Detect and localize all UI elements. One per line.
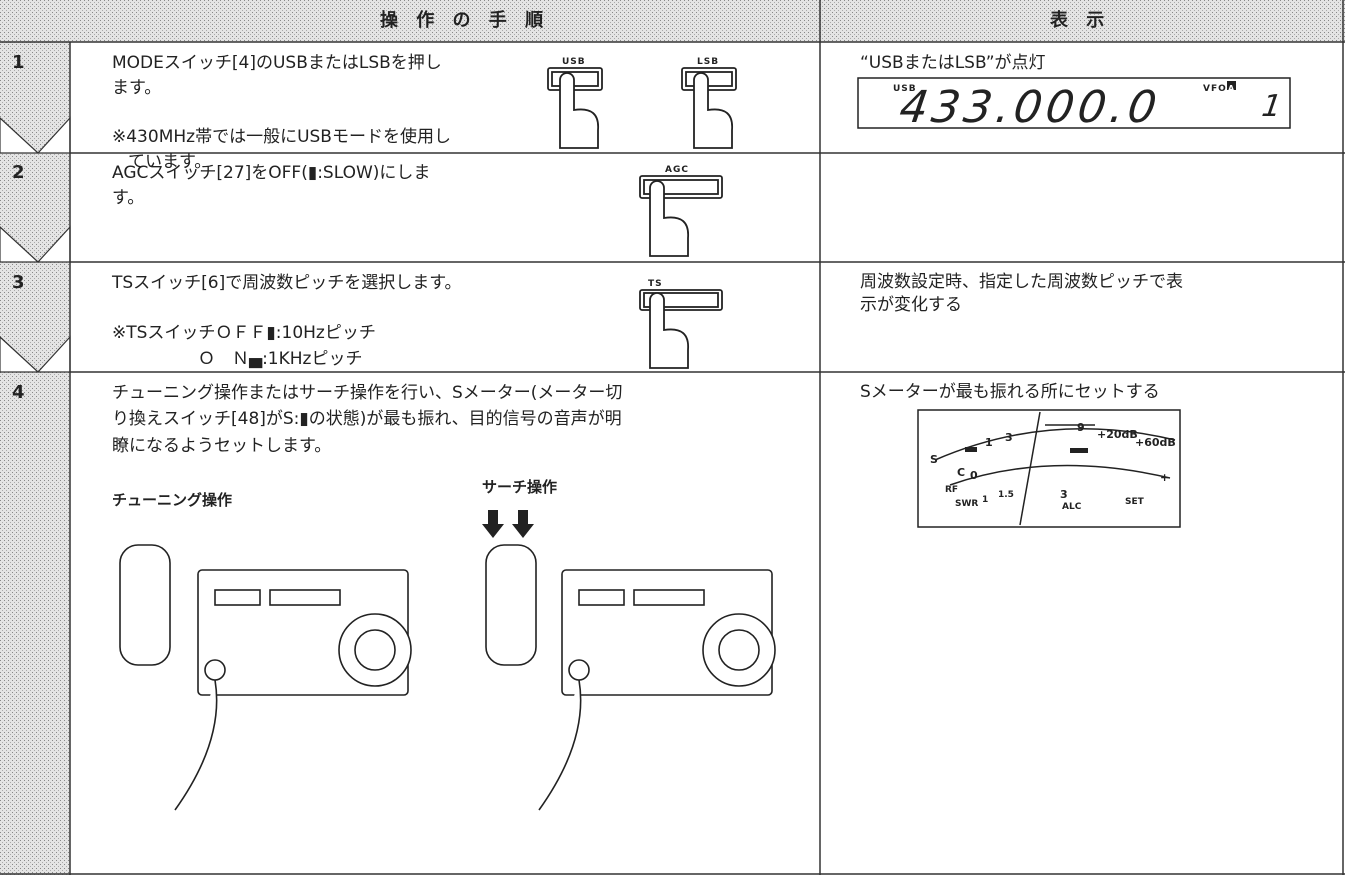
meter-label: 3: [1005, 431, 1013, 444]
step-text: す。: [112, 188, 145, 208]
meter-label: 0: [970, 469, 978, 482]
lcd-vfo: VFO: [1203, 84, 1227, 94]
meter-label: SWR: [955, 499, 979, 509]
step-text: Ｏ Ｎ▄:1KHzピッチ: [198, 349, 363, 369]
step-text: チューニング操作またはサーチ操作を行い、Sメーター(メーター切: [112, 383, 623, 403]
step-text: MODEスイッチ[4]のUSBまたはLSBを押し: [112, 53, 442, 73]
display-caption: 周波数設定時、指定した周波数ピッチで表: [860, 272, 1183, 292]
display-caption: “USBまたはLSB”が点灯: [860, 53, 1046, 73]
step-text: ※TSスイッチＯＦＦ▮:10Hzピッチ: [112, 323, 376, 343]
button-label: TS: [648, 279, 663, 289]
meter-label: ALC: [1062, 502, 1082, 512]
button-label: LSB: [697, 57, 720, 67]
display-caption: 示が変化する: [860, 295, 962, 315]
step-text: ます。: [112, 78, 162, 98]
header-display: 表 示: [1050, 10, 1111, 31]
step-text: ています。: [128, 152, 212, 172]
step-number: 3: [12, 272, 25, 293]
meter-label: 3: [1060, 488, 1068, 501]
meter-label: C: [957, 466, 966, 479]
step-text: 瞭になるようセットします。: [112, 436, 332, 456]
meter-label: SET: [1125, 497, 1144, 507]
step-text: ※430MHz帯では一般にUSBモードを使用し: [112, 127, 451, 147]
step-number: 4: [12, 382, 25, 403]
meter-label: +20dB: [1097, 428, 1138, 441]
meter-label: 1: [985, 436, 993, 449]
meter-label: RF: [945, 485, 959, 495]
lcd-channel: 1: [1259, 89, 1288, 124]
button-label: AGC: [665, 165, 689, 175]
display-caption: Sメーターが最も振れる所にセットする: [860, 382, 1160, 402]
button-label: USB: [562, 57, 586, 67]
step-text: り換えスイッチ[48]がS:▮の状態)が最も振れ、目的信号の音声が明: [112, 409, 622, 429]
meter-label: +: [1160, 471, 1170, 484]
step-number: 1: [12, 52, 25, 73]
step-text: TSスイッチ[6]で周波数ピッチを選択します。: [112, 273, 462, 293]
step-text: AGCスイッチ[27]をOFF(▮:SLOW)にしま: [112, 163, 431, 183]
figure-caption: チューニング操作: [112, 491, 233, 509]
figure-caption: サーチ操作: [482, 478, 558, 496]
meter-label: S: [930, 453, 938, 466]
meter-label: 9: [1077, 421, 1085, 434]
meter-label: 1.5: [998, 490, 1014, 500]
meter-label: 1: [982, 495, 989, 505]
step-number: 2: [12, 162, 25, 183]
meter-label: +60dB: [1135, 436, 1176, 449]
lcd-mode: USB: [893, 84, 917, 94]
lcd-frequency: 433.000.0: [896, 82, 1164, 133]
header-procedure: 操 作 の 手 順: [380, 10, 550, 31]
lcd-vfo-mark: A: [1228, 84, 1236, 93]
